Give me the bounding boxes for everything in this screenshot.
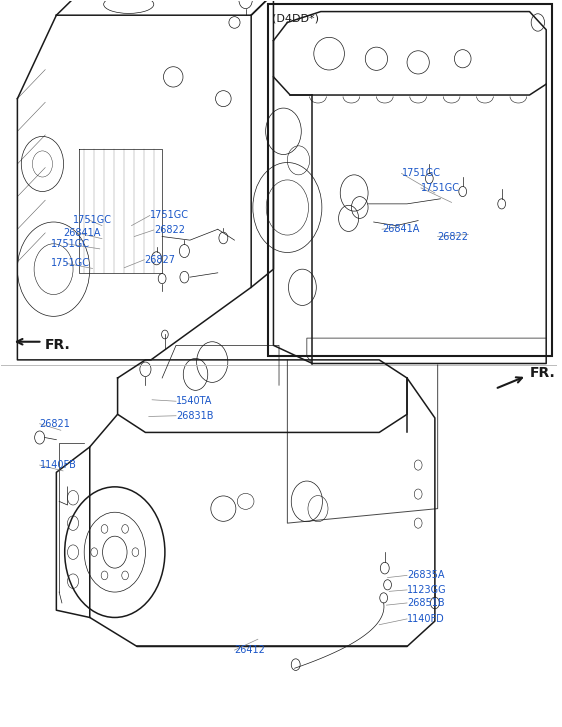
Text: 1751GC: 1751GC xyxy=(51,238,90,249)
Circle shape xyxy=(91,548,98,556)
Text: 26851B: 26851B xyxy=(407,598,445,608)
Text: FR.: FR. xyxy=(45,337,71,352)
Circle shape xyxy=(101,571,108,579)
Text: 26835A: 26835A xyxy=(407,571,445,580)
Circle shape xyxy=(101,525,108,534)
Text: 26822: 26822 xyxy=(154,225,185,235)
Text: 26412: 26412 xyxy=(234,645,265,655)
Circle shape xyxy=(122,525,129,534)
Bar xyxy=(268,4,552,356)
Text: 1140FD: 1140FD xyxy=(407,614,445,624)
Text: (D4DD*): (D4DD*) xyxy=(273,14,319,24)
Circle shape xyxy=(132,548,139,556)
Text: 26841A: 26841A xyxy=(64,228,101,238)
Text: 1751GC: 1751GC xyxy=(51,258,90,268)
Text: 1751GC: 1751GC xyxy=(401,169,441,178)
Text: 1140FB: 1140FB xyxy=(40,460,76,470)
Text: 1751GC: 1751GC xyxy=(73,215,112,225)
Text: 26831B: 26831B xyxy=(176,411,214,421)
Text: 1751GC: 1751GC xyxy=(421,183,460,193)
Text: FR.: FR. xyxy=(529,366,555,380)
Text: 1123GG: 1123GG xyxy=(407,585,447,595)
Text: 1751GC: 1751GC xyxy=(150,211,189,220)
Text: 26841A: 26841A xyxy=(382,224,419,234)
Circle shape xyxy=(122,571,129,579)
Text: 26827: 26827 xyxy=(144,254,175,265)
Text: 26821: 26821 xyxy=(40,419,71,429)
Text: 1540TA: 1540TA xyxy=(176,396,212,406)
Text: 26822: 26822 xyxy=(438,231,469,241)
